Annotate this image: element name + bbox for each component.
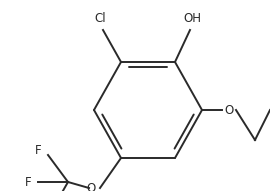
Text: OH: OH	[183, 12, 201, 25]
Text: F: F	[35, 143, 41, 156]
Text: F: F	[25, 176, 31, 189]
Text: O: O	[87, 181, 96, 191]
Text: O: O	[224, 104, 233, 117]
Text: Cl: Cl	[94, 12, 106, 25]
